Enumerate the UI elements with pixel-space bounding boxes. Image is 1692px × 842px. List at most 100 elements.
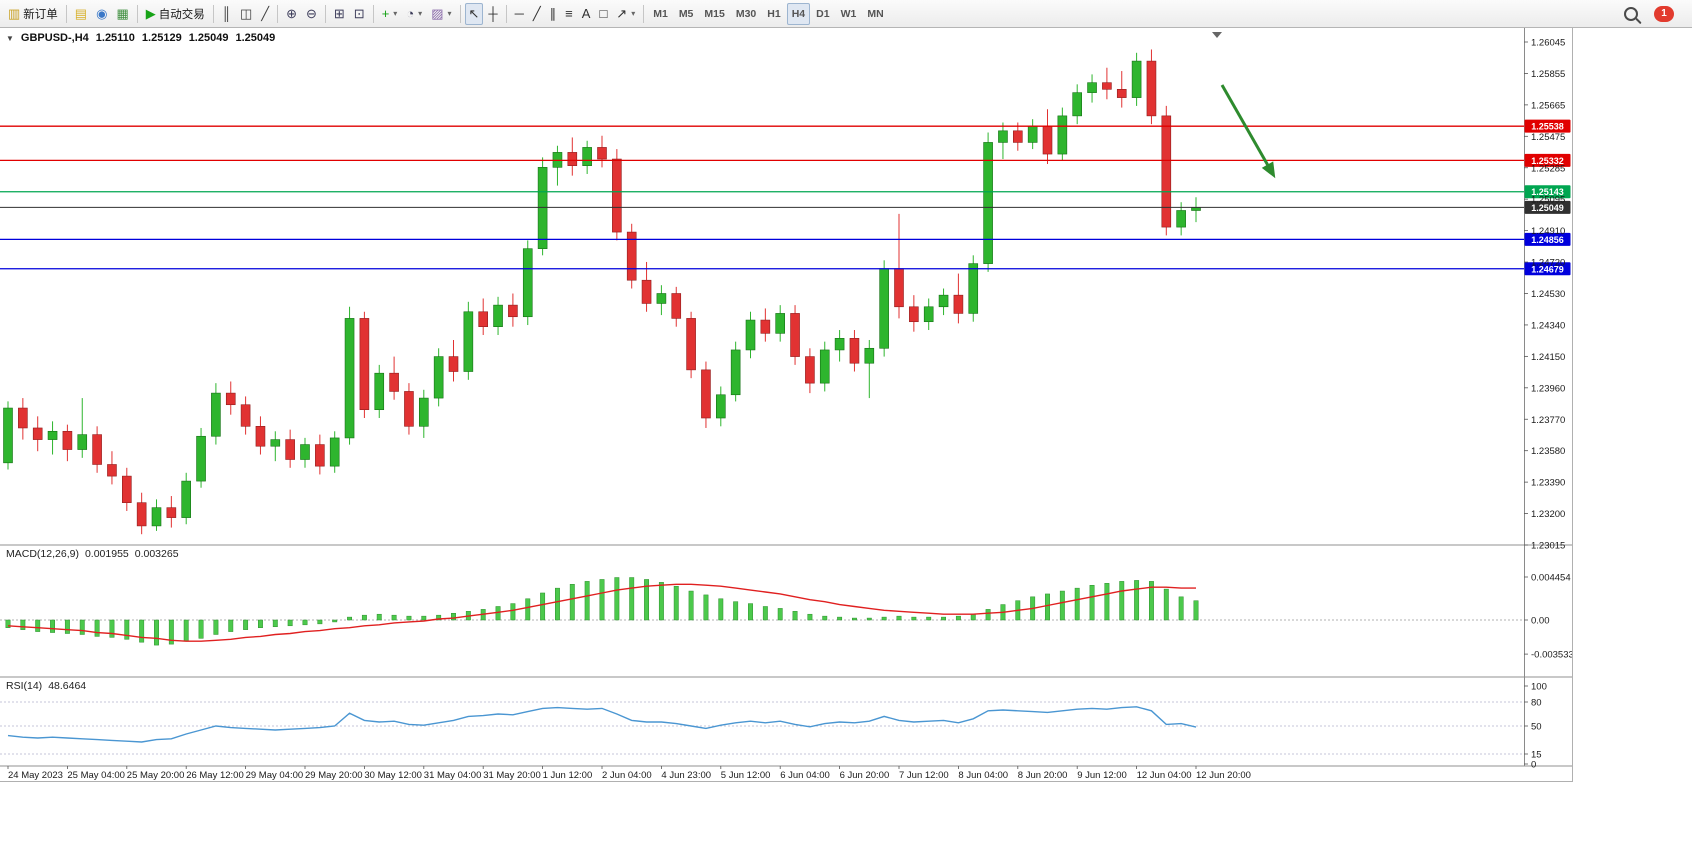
candle-body bbox=[404, 391, 414, 427]
macd-histogram-bar bbox=[1163, 588, 1169, 621]
label-button[interactable]: □ bbox=[595, 3, 611, 25]
candle-body bbox=[567, 152, 578, 166]
candle-body bbox=[1131, 60, 1142, 98]
macd-histogram-bar bbox=[748, 603, 753, 621]
macd-histogram-bar bbox=[124, 619, 130, 640]
chart-window[interactable]: 1.25538 1.25332 1.25143 1.25049 1.24856 1.246… bbox=[0, 28, 1573, 782]
tile-windows-button[interactable]: ⊞ bbox=[330, 3, 349, 25]
price-badge bbox=[1524, 232, 1571, 246]
chart-header: ▼ GBPUSD-,H4 1.25110 1.25129 1.25049 1.2… bbox=[6, 32, 275, 44]
candle-body bbox=[315, 444, 325, 467]
macd-histogram-bar bbox=[540, 592, 546, 621]
macd-histogram-bar bbox=[658, 582, 664, 621]
line-chart-icon: ╱ bbox=[261, 6, 270, 21]
periods-button[interactable]: ◔ ▾ bbox=[402, 3, 426, 25]
candle-body bbox=[953, 294, 964, 314]
macd-histogram-bar bbox=[228, 619, 234, 632]
macd-histogram-bar bbox=[272, 619, 278, 628]
candle-body bbox=[47, 430, 58, 440]
hline-button[interactable]: ─ bbox=[511, 3, 528, 25]
candle-body bbox=[508, 304, 518, 318]
bars-button[interactable]: ║ bbox=[218, 3, 235, 25]
notification-badge[interactable]: 1 bbox=[1654, 5, 1674, 22]
macd-histogram-bar bbox=[807, 613, 813, 621]
time-axis-label: 2 Jun 04:00 bbox=[602, 770, 652, 780]
rsi-axis-label: 15 bbox=[1531, 750, 1542, 761]
new-order-label: 新订单 bbox=[23, 8, 58, 21]
templates-button[interactable]: ▨ ▾ bbox=[427, 3, 455, 25]
trendline-button[interactable]: ╱ bbox=[529, 3, 545, 25]
price-axis-label: 1.26045 bbox=[1531, 38, 1565, 49]
macd-histogram-bar bbox=[64, 619, 70, 634]
fibo-button[interactable]: ≡ bbox=[561, 3, 577, 25]
search-icon[interactable] bbox=[1624, 6, 1638, 21]
chart-high-value: 1.25129 bbox=[141, 32, 182, 44]
cascade-windows-button[interactable]: ⊡ bbox=[350, 3, 369, 25]
candle-body bbox=[418, 397, 429, 427]
price-axis-label: 1.23015 bbox=[1531, 541, 1565, 552]
rsi-axis-label: 50 bbox=[1531, 722, 1542, 733]
tf-m30-button[interactable]: M30 bbox=[731, 3, 761, 25]
line-chart-button[interactable]: ╱ bbox=[257, 3, 273, 25]
tf-h4-button[interactable]: H4 bbox=[786, 2, 811, 25]
macd-histogram-bar bbox=[258, 619, 263, 628]
candle-body bbox=[760, 319, 771, 334]
terminal-button[interactable]: ▦ bbox=[112, 3, 132, 25]
arrows-button[interactable]: ↗ ▾ bbox=[612, 3, 639, 25]
candle-body bbox=[834, 338, 845, 351]
market-watch-button[interactable]: ▤ bbox=[71, 3, 91, 25]
tf-m1-button[interactable]: M1 bbox=[648, 3, 673, 25]
one-click-trading-toggle[interactable]: ▼ bbox=[6, 34, 14, 43]
navigator-button[interactable]: ◉ bbox=[92, 3, 111, 25]
candle-body bbox=[923, 306, 934, 323]
candle-body bbox=[879, 268, 889, 349]
tf-d1-button[interactable]: D1 bbox=[811, 3, 834, 25]
rsi-axis-label: 100 bbox=[1531, 682, 1547, 693]
chart-canvas[interactable]: 1.25538 1.25332 1.25143 1.25049 1.24856 1.246… bbox=[0, 28, 1572, 780]
macd-histogram-bar bbox=[332, 619, 338, 623]
candles-button[interactable]: ◫ bbox=[236, 3, 256, 25]
time-axis-label: 8 Jun 04:00 bbox=[958, 770, 1008, 780]
chart-symbol-period: GBPUSD-,H4 bbox=[20, 32, 89, 44]
macd-signal-value: 0.003265 bbox=[134, 548, 179, 560]
chart-low-value: 1.25049 bbox=[188, 32, 229, 44]
price-badge-label: 1.25049 bbox=[1531, 203, 1564, 213]
tf-m5-button[interactable]: M5 bbox=[674, 3, 699, 25]
autotrading-button[interactable]: ▶ 自动交易 bbox=[142, 3, 209, 25]
zoom-in-button[interactable]: ⊕ bbox=[282, 3, 301, 25]
candle-body bbox=[582, 147, 592, 166]
price-badge bbox=[1524, 262, 1571, 276]
macd-histogram-bar bbox=[970, 613, 976, 621]
dropdown-caret-icon[interactable]: ▾ bbox=[447, 9, 452, 18]
indicators-button[interactable]: + ▾ bbox=[378, 3, 402, 25]
dropdown-caret-icon[interactable]: ▾ bbox=[418, 9, 423, 18]
channel-button[interactable]: ∥ bbox=[546, 3, 561, 25]
crosshair-icon: ┼ bbox=[488, 6, 498, 21]
crosshair-button[interactable]: ┼ bbox=[484, 3, 501, 25]
dropdown-caret-icon[interactable]: ▾ bbox=[393, 9, 398, 18]
candle-body bbox=[1027, 125, 1038, 143]
rsi-axis-label: 0 bbox=[1531, 760, 1536, 771]
candle-body bbox=[864, 347, 875, 364]
macd-histogram-bar bbox=[673, 585, 679, 621]
tf-mn-button[interactable]: MN bbox=[862, 3, 888, 25]
macd-histogram-bar bbox=[955, 615, 961, 621]
price-badge-label: 1.25332 bbox=[1531, 156, 1564, 166]
candle-body bbox=[998, 130, 1008, 143]
macd-histogram-bar bbox=[762, 606, 768, 621]
macd-main-value: 0.001955 bbox=[84, 548, 129, 560]
new-order-button[interactable]: ▥ 新订单 bbox=[4, 3, 62, 25]
tf-h1-button[interactable]: H1 bbox=[762, 3, 785, 25]
dropdown-caret-icon[interactable]: ▾ bbox=[631, 9, 636, 18]
cursor-button[interactable]: ↖ bbox=[464, 2, 484, 25]
cascade-windows-icon: ⊡ bbox=[353, 6, 365, 21]
macd-histogram-bar bbox=[510, 603, 516, 621]
macd-histogram-bar bbox=[1134, 580, 1140, 621]
text-button[interactable]: A bbox=[578, 3, 595, 25]
macd-histogram-bar bbox=[109, 619, 115, 638]
price-axis-label: 1.24910 bbox=[1531, 226, 1565, 237]
tf-w1-button[interactable]: W1 bbox=[836, 3, 862, 25]
tf-m15-button[interactable]: M15 bbox=[699, 3, 729, 25]
candle-body bbox=[62, 430, 73, 450]
zoom-out-button[interactable]: ⊖ bbox=[302, 3, 321, 25]
